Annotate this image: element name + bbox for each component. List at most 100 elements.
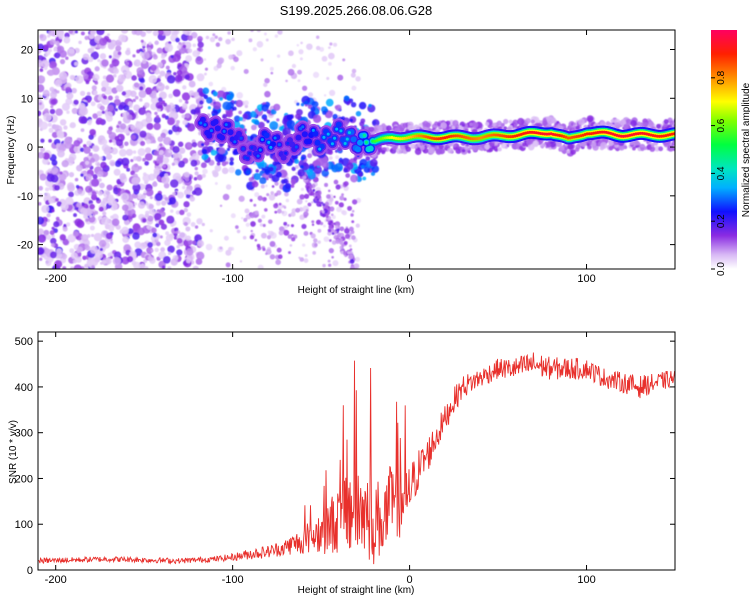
spectrogram-ridge-cell xyxy=(241,147,245,151)
spectrogram-ridge-cell xyxy=(530,130,534,134)
spectrogram-cell xyxy=(145,210,150,216)
spectrogram-ytick-label: -20 xyxy=(17,240,33,252)
spectrogram-ridge-cell xyxy=(227,129,234,136)
colorbar: 0.0 0.2 0.4 0.6 0.8 Normalized spectral ampl… xyxy=(711,30,750,276)
spectrogram-cell xyxy=(68,191,74,198)
spectrogram-cell xyxy=(136,67,144,75)
spectrogram-ytick-label: 10 xyxy=(21,93,33,105)
spectrogram-cell xyxy=(49,38,56,45)
spectrogram-cell xyxy=(161,113,167,119)
spectrogram-cell xyxy=(311,100,319,108)
spectrogram-ridge-cell xyxy=(657,134,661,138)
spectrogram-cell xyxy=(153,122,161,131)
spectrogram-cell xyxy=(339,226,345,232)
spectrogram-cell xyxy=(196,174,203,181)
spectrogram-cell xyxy=(81,234,89,242)
spectrogram-cell xyxy=(311,223,315,226)
spectrogram-cell xyxy=(525,117,531,124)
spectrogram-cell xyxy=(257,121,265,129)
spectrogram-cell xyxy=(56,248,63,255)
spectrogram-cell xyxy=(160,54,166,59)
spectrogram-cell xyxy=(331,255,334,259)
spectrogram-cell xyxy=(157,61,163,68)
spectrogram-cell xyxy=(47,122,52,127)
spectrogram-ridge-cell xyxy=(330,142,334,146)
spectrogram-cell xyxy=(81,202,85,206)
spectrogram-cell xyxy=(63,125,68,130)
spectrogram-cell xyxy=(98,206,104,212)
spectrogram-cell xyxy=(85,80,90,85)
spectrogram-cell xyxy=(56,143,61,148)
spectrogram-ridge-cell xyxy=(655,134,659,138)
colorbar-gradient xyxy=(711,30,737,269)
spectrogram-ridge-cell xyxy=(357,139,364,146)
spectrogram-cell xyxy=(339,240,344,245)
spectrogram-cell xyxy=(113,251,122,259)
spectrogram-cell xyxy=(331,215,336,220)
spectrogram-ridge-cell xyxy=(273,136,277,140)
spectrogram-cell xyxy=(157,81,163,87)
spectrogram-cell xyxy=(82,53,90,61)
spectrogram-xtick-label: -100 xyxy=(222,273,244,285)
spectrogram-cell xyxy=(461,123,466,127)
spectrogram-cell xyxy=(144,87,153,95)
spectrogram-cell xyxy=(265,184,268,188)
spectrogram-cell xyxy=(100,261,104,265)
spectrogram-cell xyxy=(132,150,137,154)
snr-series xyxy=(38,352,675,565)
spectrogram-cell xyxy=(93,232,103,242)
spectrogram-cell xyxy=(105,74,115,83)
spectrogram-cell xyxy=(39,121,48,130)
spectrogram-cell xyxy=(228,166,235,174)
spectrogram-cell xyxy=(315,45,321,51)
spectrogram-cell xyxy=(100,98,106,104)
spectrogram-cell xyxy=(38,43,44,51)
spectrogram-cell xyxy=(165,65,170,70)
spectrogram-cell xyxy=(136,155,142,162)
spectrogram-cell xyxy=(517,117,525,126)
spectrogram-cell xyxy=(80,31,85,36)
spectrogram-cell xyxy=(221,161,227,167)
spectrogram-cell xyxy=(623,123,629,130)
spectrogram-ridge-cell xyxy=(350,136,357,143)
spectrogram-cell xyxy=(88,134,94,140)
spectrogram-cell xyxy=(43,112,52,122)
spectrogram-cell xyxy=(74,177,79,182)
spectrogram-cell xyxy=(323,236,330,242)
spectrogram-cell xyxy=(471,144,479,152)
spectrogram-cell xyxy=(254,120,260,126)
spectrogram-cell xyxy=(351,220,355,224)
spectrogram-ridge-cell xyxy=(311,128,315,132)
spectrogram-cell xyxy=(59,171,63,175)
colorbar-ticks: 0.0 0.2 0.4 0.6 0.8 xyxy=(711,70,727,276)
spectrogram-cell xyxy=(312,114,322,124)
spectrogram-cell xyxy=(47,34,51,38)
spectrogram-cell xyxy=(66,110,70,114)
spectrogram-cell xyxy=(159,70,166,77)
spectrogram-cell xyxy=(328,52,335,60)
spectrogram-cell xyxy=(600,122,604,126)
spectrogram-cell xyxy=(290,184,295,188)
spectrogram-cell xyxy=(163,182,170,189)
spectrogram-cell xyxy=(112,200,117,205)
snr-ytick-label: 300 xyxy=(15,428,33,440)
spectrogram-cell xyxy=(333,195,336,199)
spectrogram-cell xyxy=(283,178,289,184)
spectrogram-cell xyxy=(337,74,344,81)
spectrogram-cell xyxy=(243,68,249,75)
spectrogram-cell xyxy=(284,224,288,229)
spectrogram-cell xyxy=(260,232,267,239)
spectrogram-cell xyxy=(500,122,505,127)
spectrogram-cell xyxy=(101,139,108,145)
spectrogram-cell xyxy=(58,143,67,152)
spectrogram-ridge-cell xyxy=(454,134,458,138)
spectrogram-cell xyxy=(228,54,234,60)
spectrogram-cell xyxy=(586,115,594,123)
spectrogram-cell xyxy=(159,143,163,147)
spectrogram-cell xyxy=(503,118,509,125)
spectrogram-cell xyxy=(312,189,316,192)
spectrogram-cell xyxy=(56,45,65,54)
spectrogram-cell xyxy=(201,148,208,155)
spectrogram-cell xyxy=(74,218,83,227)
spectrogram-cell xyxy=(152,53,157,58)
